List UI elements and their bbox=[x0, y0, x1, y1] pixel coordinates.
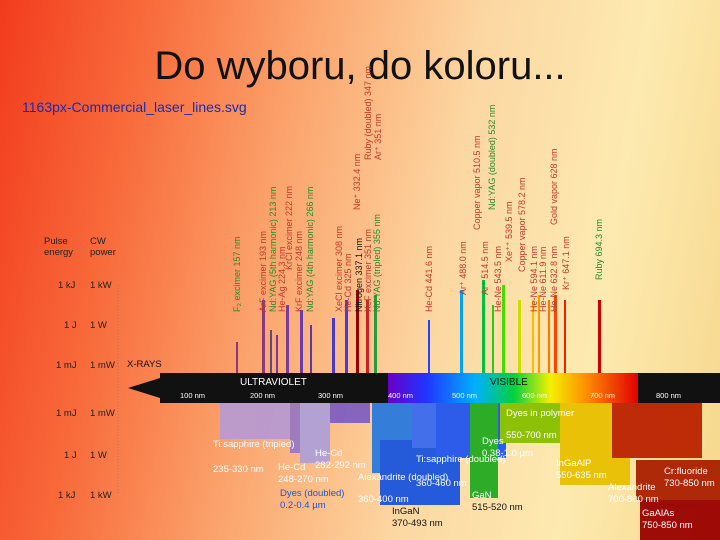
band-tisapphire2-range: 360-460 nm bbox=[416, 478, 467, 489]
image-caption: 1163px-Commercial_laser_lines.svg bbox=[22, 99, 247, 115]
pulse-label-1j-top: 1 J bbox=[64, 320, 77, 331]
line-label-ndyag2: Nd:YAG (doubled) 532 nm bbox=[487, 105, 497, 210]
line-label-ne: Ne⁺ 332.4 nm bbox=[352, 154, 362, 210]
emission-line-labels: F₂ excimer 157 nm ArF excimer 193 nm Nd:… bbox=[232, 66, 604, 312]
band-tisapphire3-name: Ti:sapphire (tripled) bbox=[213, 439, 294, 450]
band-hecd248-name: He-Cd bbox=[278, 462, 305, 473]
band-ingan-name: InGaN bbox=[392, 506, 420, 517]
band-gaalas-name: GaAlAs bbox=[642, 508, 674, 519]
band-crfluoride-name: Cr:fluoride bbox=[664, 466, 708, 477]
line-label-cu510: Copper vapor 510.5 nm bbox=[472, 135, 482, 230]
line-label-hene611: He-Ne 611.9 nm bbox=[538, 247, 548, 312]
band-alex2-range: 360-400 nm bbox=[358, 494, 409, 505]
tick-300: 300 nm bbox=[318, 391, 343, 400]
band-alexandrite-range: 700-800 nm bbox=[608, 494, 659, 505]
tick-600: 600 nm bbox=[522, 391, 547, 400]
band-hecd282-name: He-Cd bbox=[315, 448, 342, 459]
band-gan-range: 515-520 nm bbox=[472, 502, 523, 513]
pulse-label-1kj-bottom: 1 kJ bbox=[58, 490, 76, 501]
line-label-cu578: Copper vapor 578.2 nm bbox=[517, 177, 527, 272]
line-label-xecl: XeCl excimer 308 nm bbox=[334, 226, 344, 312]
line-label-krf: KrF excimer 248 nm bbox=[294, 231, 304, 312]
band-ingan-range: 370-493 nm bbox=[392, 518, 443, 529]
slide-title: Do wyboru, do koloru... bbox=[154, 44, 566, 88]
line-label-ar488: Ar⁺ 488.0 nm bbox=[458, 241, 468, 295]
xray-arrow bbox=[128, 378, 160, 398]
cw-label-1kw-top: 1 kW bbox=[90, 280, 112, 291]
band-alexandrite-name: Alexandrite bbox=[608, 482, 656, 493]
line-label-ndyag5: Nd:YAG (5th harmonic) 213 nm bbox=[268, 187, 278, 312]
tunable-bands bbox=[220, 403, 720, 540]
wavelength-ticks: 100 nm 200 nm 300 nm 400 nm 500 nm 600 n… bbox=[180, 391, 681, 400]
band-ingaalp-name: InGaAlP bbox=[556, 458, 591, 469]
tick-700: 700 nm bbox=[590, 391, 615, 400]
tick-100: 100 nm bbox=[180, 391, 205, 400]
line-label-gold: Gold vapor 628 nm bbox=[549, 148, 559, 225]
tick-500: 500 nm bbox=[452, 391, 477, 400]
band-labels: Ti:sapphire (tripled) 235-330 nm He-Cd 2… bbox=[213, 408, 715, 531]
line-label-ar514: Ar⁺ 514.5 nm bbox=[480, 241, 490, 295]
tick-800: 800 nm bbox=[656, 391, 681, 400]
band-tisapphire2-name: Ti:sapphire (doubled) bbox=[416, 454, 505, 465]
line-label-hene543: He-Ne 543.5 nm bbox=[493, 246, 503, 312]
line-label-xe: Xe⁺⁺ 539.5 nm bbox=[504, 201, 514, 262]
cw-label-1mw-top: 1 mW bbox=[90, 360, 115, 371]
emission-lines bbox=[236, 280, 601, 373]
line-label-krcl: KrCl excimer 222 nm bbox=[284, 186, 294, 270]
band-ingaalp-range: 550-635 nm bbox=[556, 470, 607, 481]
visible-gradient bbox=[388, 373, 638, 403]
line-label-ruby: Ruby 694.3 nm bbox=[594, 219, 604, 280]
line-label-ndyag4: Nd:YAG (4th harmonic) 266 nm bbox=[305, 187, 315, 312]
band-hecd282-range: 282-292 nm bbox=[315, 460, 366, 471]
cw-label-1w-top: 1 W bbox=[90, 320, 107, 331]
pulse-label-1mj-top: 1 mJ bbox=[56, 360, 77, 371]
band-alex2-name: Alexandrite (doubled) bbox=[358, 472, 448, 483]
line-label-ruby2: Ruby (doubled) 347 nm bbox=[363, 66, 373, 160]
line-label-xef: XeF excimer 351 nm bbox=[363, 229, 373, 312]
band-dyes-polymer-range: 550-700 nm bbox=[506, 430, 557, 441]
line-label-ndyag3: Nd:YAG (tripled) 355 nm bbox=[372, 214, 382, 312]
cw-label-1w-bottom: 1 W bbox=[90, 450, 107, 461]
line-label-hene632: He-Ne 632.8 nm bbox=[549, 246, 559, 312]
pulse-energy-header: Pulse energy bbox=[44, 236, 74, 258]
tick-400: 400 nm bbox=[388, 391, 413, 400]
ultraviolet-label: ULTRAVIOLET bbox=[240, 377, 307, 388]
line-label-nitrogen: Nitrogen 337.1 nm bbox=[354, 238, 364, 312]
visible-label: VISIBLE bbox=[490, 377, 528, 388]
band-crfluoride-range: 730-850 nm bbox=[664, 478, 715, 489]
line-label-f2: F₂ excimer 157 nm bbox=[232, 236, 242, 312]
band-gaalas-range: 750-850 nm bbox=[642, 520, 693, 531]
cw-power-header: CW power bbox=[90, 236, 116, 258]
band-gan-name: GaN bbox=[472, 490, 492, 501]
line-label-hene594: He-Ne 594.1 nm bbox=[529, 246, 539, 312]
band-dyes-name: Dyes bbox=[482, 436, 504, 447]
xrays-label: X-RAYS bbox=[127, 359, 162, 370]
tick-200: 200 nm bbox=[250, 391, 275, 400]
line-label-hecd441: He-Cd 441.6 nm bbox=[424, 246, 434, 312]
line-label-arf: ArF excimer 193 nm bbox=[258, 231, 268, 312]
band-dyes2-range: 0.2-0.4 µm bbox=[280, 500, 326, 511]
band-tisapphire3-range: 235-330 nm bbox=[213, 464, 264, 475]
line-label-heag: He-Ag 224.3 nm bbox=[277, 246, 287, 312]
cw-label-1kw-bottom: 1 kW bbox=[90, 490, 112, 501]
line-label-hecd325: He-Cd 325 nm bbox=[343, 253, 353, 312]
pulse-label-1j-bottom: 1 J bbox=[64, 450, 77, 461]
line-label-ar351: Ar⁺ 351 nm bbox=[373, 114, 383, 160]
pulse-label-1kj-top: 1 kJ bbox=[58, 280, 76, 291]
band-hecd248-range: 248-270 nm bbox=[278, 474, 329, 485]
band-dyes-range: 0.38-1.0 µm bbox=[482, 448, 533, 459]
cw-label-1mw-bottom: 1 mW bbox=[90, 408, 115, 419]
line-label-kr647: Kr⁺ 647.1 nm bbox=[561, 236, 571, 290]
pulse-label-1mj-bottom: 1 mJ bbox=[56, 408, 77, 419]
band-dyes-polymer-name: Dyes in polymer bbox=[506, 408, 574, 419]
band-dyes2-name: Dyes (doubled) bbox=[280, 488, 344, 499]
